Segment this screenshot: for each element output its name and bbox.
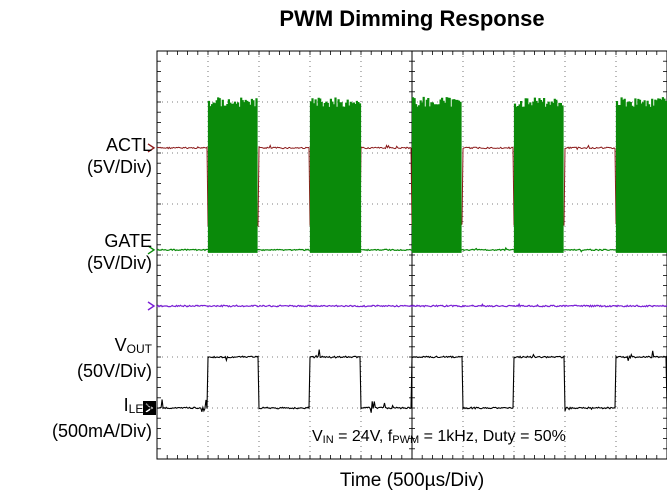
- actl-marker: [147, 143, 156, 153]
- gate-name: GATE: [104, 231, 152, 251]
- iled-name-main: I: [123, 395, 129, 415]
- gate-marker: [147, 245, 156, 255]
- annot-f-rest: = 1kHz, Duty = 50%: [419, 428, 566, 445]
- actl-scale: (5V/Div): [86, 157, 152, 177]
- vout-name-main: V: [114, 335, 127, 355]
- annot-v: V: [312, 428, 323, 445]
- annot-v-sub: IN: [322, 434, 334, 446]
- conditions-annotation: VIN = 24V, fPWM = 1kHz, Duty = 50%: [312, 428, 566, 446]
- iled-marker-arrow: [145, 403, 154, 413]
- gate-label: GATE (5V/Div): [87, 230, 152, 274]
- iled-scale: (500mA/Div): [51, 421, 152, 441]
- actl-name: ACTL: [105, 135, 152, 155]
- vout-name: VOUT: [77, 334, 152, 360]
- chart-title: PWM Dimming Response: [279, 6, 545, 31]
- gate-scale: (5V/Div): [86, 253, 152, 273]
- iled-name-sub: LED: [128, 402, 152, 416]
- vout-trace: [156, 302, 667, 308]
- x-axis-label: Time (500µs/Div): [339, 470, 485, 491]
- annot-f-sub: PWM: [392, 434, 420, 446]
- vout-scale: (50V/Div): [76, 361, 152, 381]
- vout-name-sub: OUT: [126, 342, 152, 356]
- iled-label: ILED (500mA/Div): [52, 394, 152, 442]
- iled-name: ILED: [52, 394, 152, 420]
- vout-marker: [147, 301, 156, 311]
- iled-trace: [157, 349, 667, 413]
- actl-label: ACTL (5V/Div): [87, 134, 152, 178]
- gate-burst: [207, 96, 667, 253]
- annot-v-rest: = 24V, f: [333, 428, 393, 445]
- vout-label: VOUT (50V/Div): [77, 334, 152, 382]
